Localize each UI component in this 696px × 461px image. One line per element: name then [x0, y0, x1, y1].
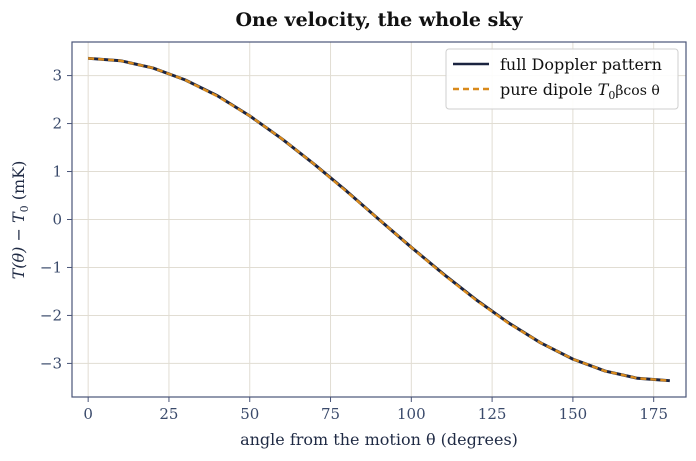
y-axis-label-unit: (mK) [9, 161, 28, 206]
legend-label-full-doppler: full Doppler pattern [500, 55, 662, 74]
y-axis-label: T(θ) − T0 (mK) [9, 161, 31, 280]
x-tick-label: 50 [240, 405, 259, 423]
y-tick-label: 1 [52, 163, 62, 181]
x-tick-label: 150 [559, 405, 588, 423]
y-tick-label: −2 [40, 306, 62, 324]
x-tick-label: 100 [397, 405, 426, 423]
legend-label-pure-dipole-text: pure dipole [500, 80, 598, 99]
x-tick-label: 125 [478, 405, 507, 423]
x-tick-label: 0 [83, 405, 93, 423]
legend: full Doppler pattern pure dipole T0βcos … [445, 48, 679, 110]
x-axis-ticks: 0 25 50 75 100 125 150 175 [83, 397, 668, 423]
series-layer [88, 56, 670, 383]
series-line-full-doppler [88, 56, 670, 383]
y-tick-label: −3 [40, 354, 62, 372]
legend-label-pure-dipole-T: T [598, 80, 610, 99]
legend-label-pure-dipole: pure dipole T0βcos θ [500, 80, 660, 102]
plot-frame [71, 41, 687, 398]
legend-label-pure-dipole-sub: 0 [608, 89, 615, 102]
legend-label-pure-dipole-formula: βcos θ [615, 83, 659, 99]
y-tick-label: 0 [52, 211, 62, 229]
x-tick-label: 75 [321, 405, 340, 423]
chart-title: One velocity, the whole sky [235, 9, 523, 31]
y-axis-label-sub: 0 [18, 205, 31, 212]
x-axis-label: angle from the motion θ (degrees) [240, 430, 518, 449]
y-tick-label: 2 [52, 115, 62, 133]
y-axis-ticks: −3 −2 −1 0 1 2 3 [40, 67, 72, 372]
y-tick-label: 3 [52, 67, 62, 85]
legend-box [445, 48, 679, 110]
y-axis-label-main: T(θ) − T [9, 211, 28, 279]
x-tick-label: 25 [159, 405, 178, 423]
x-tick-label: 175 [639, 405, 668, 423]
y-tick-label: −1 [40, 258, 62, 276]
